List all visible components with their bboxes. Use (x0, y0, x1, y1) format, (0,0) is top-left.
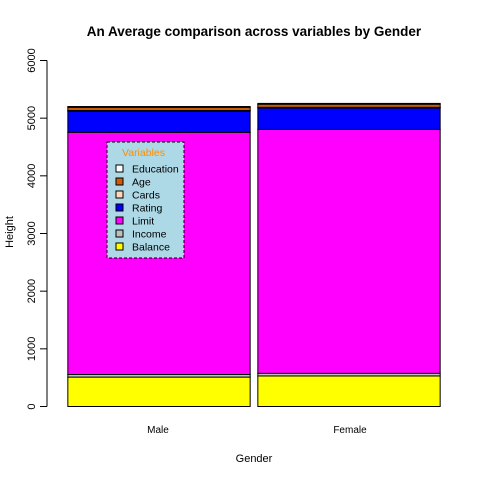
legend-swatch (115, 229, 124, 238)
x-categories: Male Female (147, 425, 367, 436)
y-tick-label: 5000 (26, 106, 38, 130)
y-tick-label: 0 (26, 403, 38, 409)
chart-title: An Average comparison across variables b… (87, 24, 422, 39)
y-tick-label: 1000 (26, 337, 38, 361)
legend-entry: Cards (132, 190, 160, 202)
bar-female-rating (257, 106, 441, 130)
bar-female-education (257, 102, 441, 105)
legend: Variables EducationAgeCardsRatingLimitInc… (106, 141, 185, 259)
legend-swatch (115, 177, 124, 186)
x-tick-label: Male (147, 425, 169, 436)
legend-swatch (115, 242, 124, 251)
legend-entry: Age (132, 177, 151, 189)
legend-entry: Limit (132, 216, 154, 228)
legend-entry: Rating (132, 203, 163, 215)
bar-female-limit (257, 128, 441, 374)
legend-swatch (115, 190, 124, 199)
bars (67, 102, 441, 408)
bar-male-rating (67, 110, 251, 133)
y-tick-label: 6000 (26, 48, 38, 72)
legend-swatch (115, 203, 124, 212)
legend-swatch (115, 164, 124, 173)
legend-box (106, 141, 185, 259)
y-tick-label: 3000 (26, 221, 38, 245)
legend-swatch (115, 216, 124, 225)
y-tick-label: 4000 (26, 164, 38, 188)
legend-entry: Balance (132, 242, 170, 254)
legend-title: Variables (122, 147, 165, 159)
y-axis-label: Height (4, 216, 16, 248)
bar-female-balance (257, 375, 441, 408)
x-axis-label: Gender (236, 453, 273, 465)
y-axis: 0 1000 2000 3000 4000 5000 6000 (26, 48, 48, 410)
legend-entry: Income (132, 229, 167, 241)
bar-male-education (67, 106, 251, 108)
legend-entry: Education (132, 164, 179, 176)
bar-male-balance (67, 376, 251, 407)
y-tick-label: 2000 (26, 279, 38, 303)
x-tick-label: Female (333, 425, 367, 436)
